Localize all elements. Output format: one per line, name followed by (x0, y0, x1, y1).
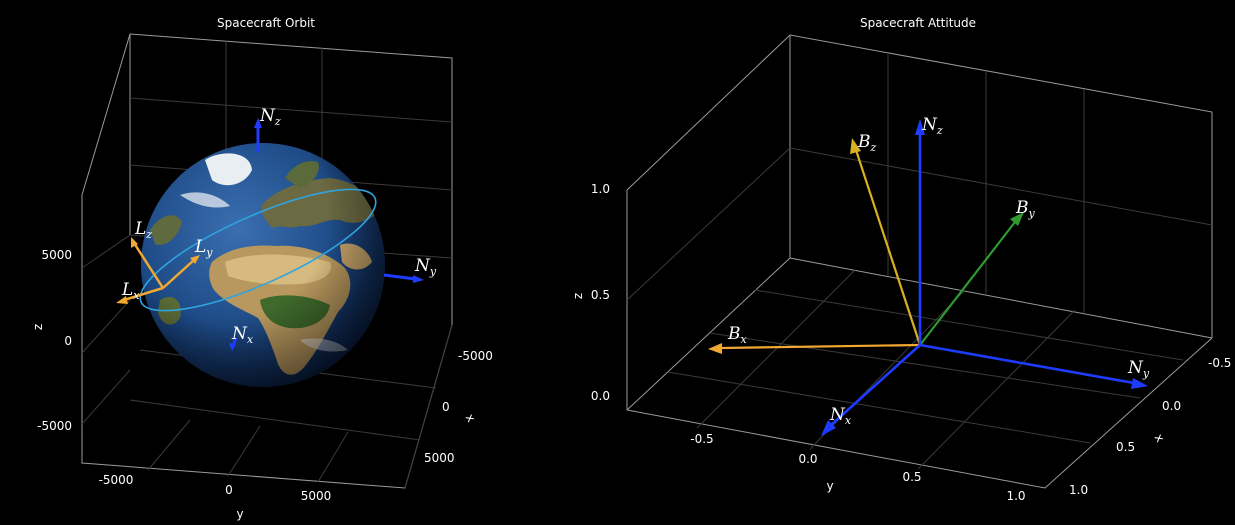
attitude-y-tick: -0.5 (690, 432, 713, 446)
vector-By: By (919, 198, 1036, 346)
attitude-title: Spacecraft Attitude (860, 16, 976, 30)
attitude-z-tick: 0.5 (591, 288, 610, 302)
orbit-path (139, 188, 377, 312)
vector-Ly: Ly (162, 237, 213, 289)
orbit-y-tick: 5000 (301, 489, 332, 503)
label-Nz-attitude: Nz (921, 115, 943, 137)
vector-Nx: Nx (229, 324, 254, 351)
vector-Bz: Bz (850, 132, 922, 346)
orbit-y-tick: -5000 (99, 473, 134, 487)
attitude-z-tick: 0.0 (591, 389, 610, 403)
orbit-z-tick: 5000 (41, 248, 72, 262)
vector-Ny-attitude: Ny (919, 343, 1150, 389)
label-Bx: Bx (727, 324, 748, 346)
attitude-y-label: y (826, 479, 833, 493)
vector-Bx: Bx (708, 324, 921, 354)
label-Bz: Bz (857, 132, 877, 154)
attitude-z-label: z (571, 293, 585, 299)
orbit-z-label: z (31, 324, 45, 330)
orbit-y-label: y (236, 507, 243, 521)
label-Ny: Ny (414, 256, 437, 278)
orbit-x-label: x (463, 411, 479, 424)
attitude-x-tick: -0.5 (1208, 356, 1231, 370)
label-By: By (1015, 198, 1036, 220)
label-Ly: Ly (194, 237, 213, 259)
attitude-x-tick: 0.0 (1162, 399, 1181, 413)
orbit-z-tick: 0 (64, 334, 72, 348)
orbit-x-tick: 0 (442, 400, 450, 414)
attitude-x-tick: 1.0 (1069, 483, 1088, 497)
vector-Nx-attitude: Nx (821, 344, 921, 436)
attitude-y-tick: 0.0 (798, 452, 817, 466)
orbit-z-tick: -5000 (37, 419, 72, 433)
earth-globe (141, 143, 385, 387)
vector-Nz: Nz (254, 106, 281, 152)
orbit-box (81, 33, 453, 489)
attitude-x-tick: 0.5 (1116, 440, 1135, 454)
label-Nx: Nx (231, 324, 254, 346)
vector-Ny: Ny (383, 256, 437, 283)
label-Nx-attitude: Nx (829, 405, 852, 427)
orbit-title: Spacecraft Orbit (217, 16, 315, 30)
orbit-x-tick: 5000 (424, 451, 455, 465)
orbit-y-tick: 0 (225, 483, 233, 497)
attitude-y-tick: 1.0 (1006, 489, 1025, 503)
orbit-panel: Spacecraft Orbit 5000 0 - (31, 16, 493, 521)
vector-Nz-attitude: Nz (915, 115, 943, 345)
orbit-x-tick: -5000 (458, 349, 493, 363)
label-Lz: Lz (134, 219, 152, 241)
attitude-panel: Spacecraft Attitude 1.0 0.5 0.0 z (571, 16, 1231, 503)
attitude-x-label: x (1152, 431, 1168, 444)
attitude-z-tick: 1.0 (591, 182, 610, 196)
vector-Lz: Lz (131, 219, 165, 289)
label-Ny-attitude: Ny (1127, 358, 1150, 380)
vector-Lx: Lx (116, 280, 164, 304)
label-Lx: Lx (121, 280, 140, 302)
label-Nz: Nz (259, 106, 281, 128)
attitude-y-tick: 0.5 (902, 470, 921, 484)
